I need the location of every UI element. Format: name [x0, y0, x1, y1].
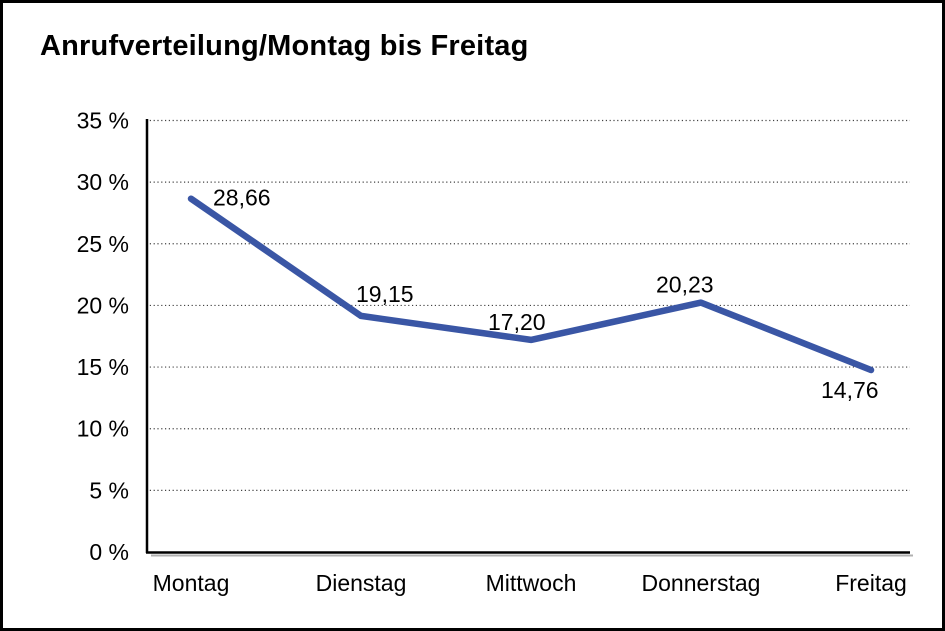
y-tick-label: 35 %	[77, 108, 129, 134]
y-tick-label: 5 %	[89, 477, 129, 503]
x-category-label: Donnerstag	[642, 570, 761, 596]
y-tick-label: 10 %	[77, 416, 129, 442]
y-tick-label: 15 %	[77, 354, 129, 380]
x-category-label: Dienstag	[316, 570, 407, 596]
line-chart: 0 % 5 % 10 % 15 % 20 % 25 % 30 % 35 % Montag Dien…	[77, 108, 913, 596]
data-point-label: 19,15	[356, 281, 414, 307]
y-tick-label: 25 %	[77, 231, 129, 257]
data-point-label: 14,76	[821, 377, 879, 403]
data-series-line	[187, 195, 875, 374]
y-tick-label: 30 %	[77, 169, 129, 195]
x-category-label: Freitag	[835, 570, 907, 596]
y-tick-label: 0 %	[89, 539, 129, 565]
data-point-label: 20,23	[656, 272, 714, 298]
data-point-label: 17,20	[488, 309, 546, 335]
x-category-label: Mittwoch	[486, 570, 577, 596]
chart-title: Anrufverteilung/Montag bis Freitag	[40, 30, 529, 62]
x-category-label: Montag	[153, 570, 230, 596]
data-point-label: 28,66	[213, 185, 271, 211]
y-tick-label: 20 %	[77, 292, 129, 318]
